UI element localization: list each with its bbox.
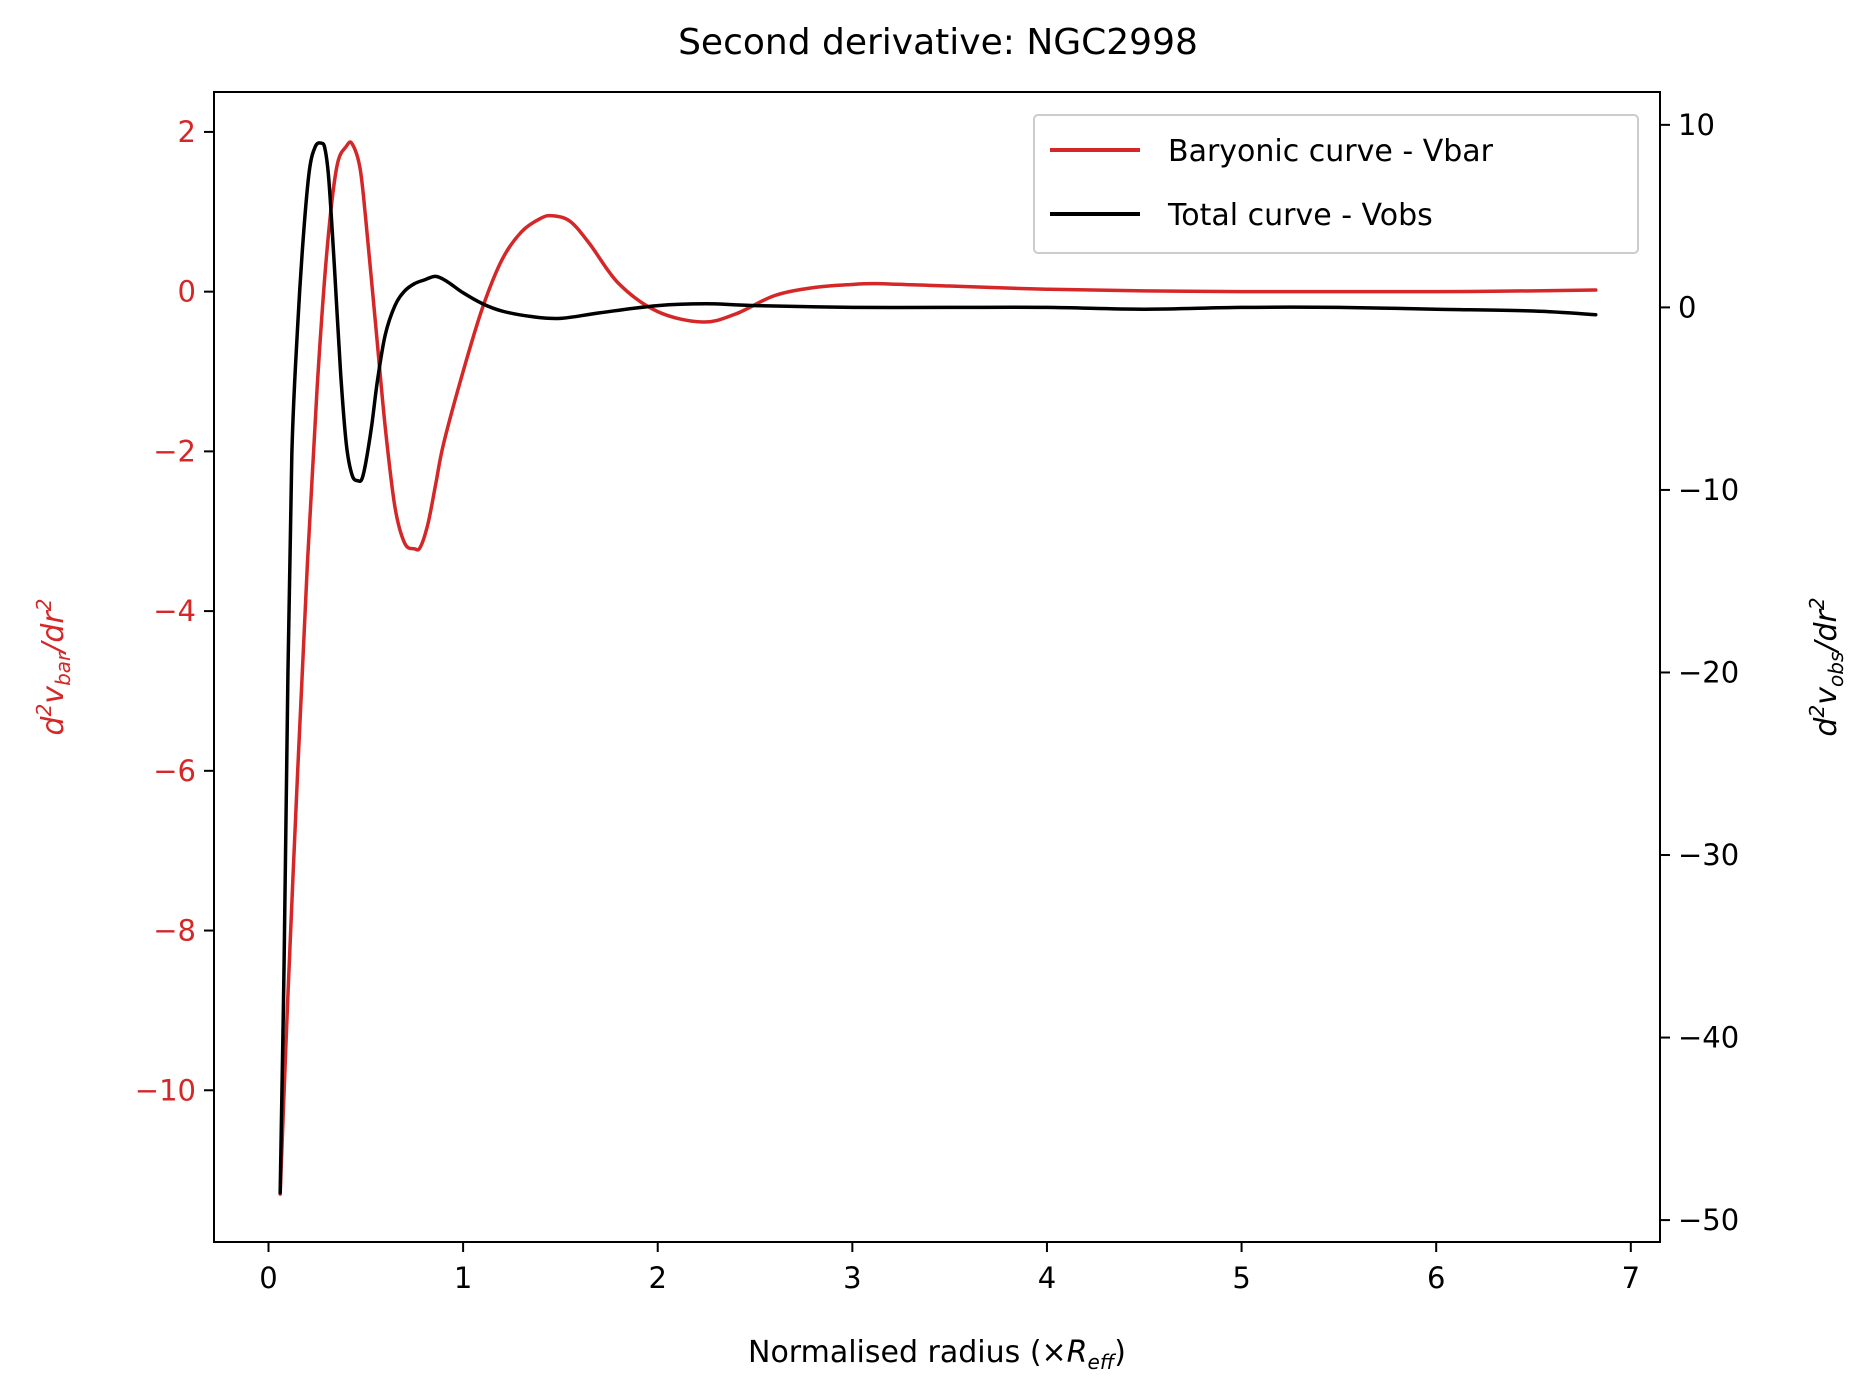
legend: Baryonic curve - Vbar Total curve - Vobs [1033, 114, 1639, 254]
plot-frame [213, 91, 1661, 1243]
y-right-tick-label: 10 [1678, 108, 1715, 142]
x-tick-label: 5 [1232, 1261, 1250, 1295]
x-tick-label: 1 [454, 1261, 472, 1295]
y-axis-left: 2 0 −2 −4 −6 −8 −10 [135, 115, 214, 1107]
y-left-tick-label: −2 [153, 434, 196, 468]
y-left-tick-label: −10 [135, 1073, 196, 1107]
y-right-tick-label: −10 [1678, 473, 1739, 507]
legend-label-total: Total curve - Vobs [1167, 198, 1433, 233]
y-left-tick-label: 2 [178, 115, 196, 149]
x-tick-label: 6 [1427, 1261, 1445, 1295]
y-left-tick-label: −8 [153, 914, 196, 948]
y-right-tick-label: −20 [1678, 655, 1739, 689]
y-right-tick-label: 0 [1678, 290, 1696, 324]
x-tick-label: 3 [843, 1261, 861, 1295]
legend-label-baryonic: Baryonic curve - Vbar [1168, 134, 1494, 169]
series-layer [278, 140, 1598, 1196]
series-line-baryonic [278, 140, 1598, 1196]
y-left-tick-label: −4 [153, 594, 196, 628]
legend-box [1033, 114, 1639, 254]
series-line-total [278, 141, 1598, 1195]
x-tick-label: 2 [648, 1261, 666, 1295]
y-right-tick-label: −50 [1678, 1203, 1739, 1237]
y-axis-right: 10 0 −10 −20 −30 −40 −50 [1660, 108, 1739, 1237]
y-right-tick-label: −40 [1678, 1021, 1739, 1055]
x-axis-label: Normalised radius (×Reff) [748, 1335, 1126, 1374]
chart-title: Second derivative: NGC2998 [678, 22, 1198, 63]
x-tick-label: 0 [259, 1261, 277, 1295]
y-right-tick-label: −30 [1678, 838, 1739, 872]
y-left-tick-label: 0 [178, 275, 196, 309]
x-tick-label: 4 [1038, 1261, 1056, 1295]
y-left-tick-label: −6 [153, 754, 196, 788]
x-axis: 0 1 2 3 4 5 6 7 [259, 1242, 1640, 1295]
x-tick-label: 7 [1622, 1261, 1640, 1295]
